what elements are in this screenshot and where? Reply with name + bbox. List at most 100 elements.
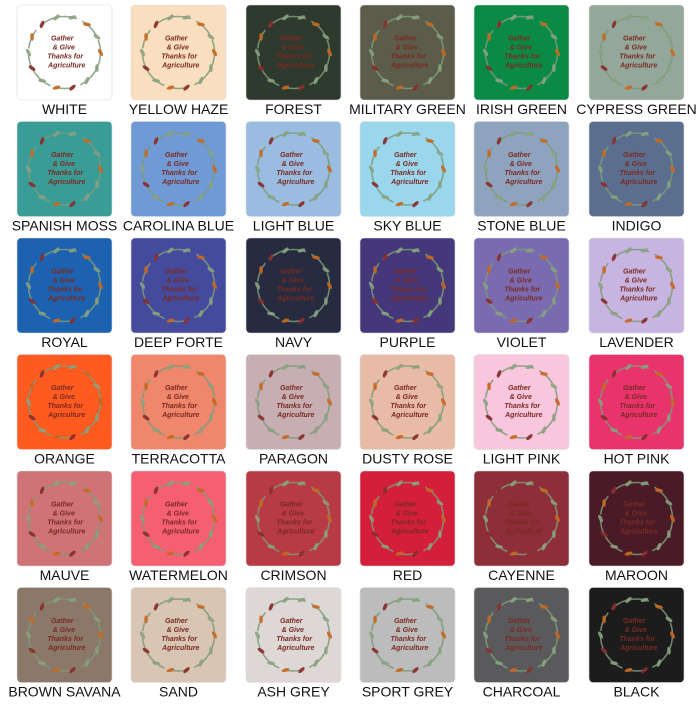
design-text: Gather	[51, 502, 75, 509]
leaf	[207, 267, 215, 273]
leaf	[267, 544, 276, 549]
color-name: CHARCOAL	[483, 684, 561, 700]
color-name: LIGHT PINK	[483, 451, 561, 467]
leaf	[526, 667, 533, 674]
swatch-color	[473, 354, 570, 450]
leaf	[669, 165, 676, 173]
leaf	[326, 48, 333, 57]
design-text: Gather	[623, 618, 647, 625]
leaf	[93, 34, 101, 40]
leaf	[496, 253, 502, 262]
leaf	[412, 317, 419, 324]
leaf	[482, 398, 489, 406]
leaf	[510, 247, 517, 254]
leaf	[142, 181, 150, 188]
leaf	[25, 398, 32, 406]
leaf	[438, 413, 442, 422]
design-text: Thanks for	[619, 636, 656, 643]
swatch: Gather & Give Thanks for Agriculture MAUVE	[16, 470, 113, 583]
leaf	[665, 34, 673, 40]
leaf	[381, 311, 390, 316]
leaf	[144, 498, 148, 507]
leaf	[552, 297, 556, 306]
design-text: Agriculture	[619, 296, 657, 303]
swatch-color	[130, 470, 227, 567]
leaf	[395, 551, 404, 556]
leaf	[152, 661, 161, 666]
swatch: Gather & Give Thanks for Agriculture YELLOW …	[129, 4, 228, 117]
design-text: & Give	[282, 278, 304, 285]
leaf	[268, 20, 274, 29]
design-text: & Give	[282, 511, 304, 518]
color-name: WATERMELON	[129, 567, 228, 583]
leaf	[482, 631, 489, 639]
leaf	[602, 32, 606, 41]
leaf	[311, 488, 320, 493]
design-text: Agriculture	[504, 63, 542, 70]
leaf	[427, 659, 433, 667]
leaf	[396, 14, 403, 21]
leaf	[368, 48, 375, 57]
leaf	[39, 253, 45, 262]
design-text: Agriculture	[47, 63, 85, 70]
leaf	[597, 398, 604, 406]
leaf	[495, 311, 504, 316]
leaf	[93, 616, 101, 623]
design-text: Agriculture	[276, 645, 314, 652]
leaf	[396, 596, 403, 603]
leaf	[368, 514, 375, 523]
leaf	[68, 597, 77, 602]
design-text: Thanks for	[619, 403, 656, 410]
leaf	[669, 48, 676, 57]
design-text: Thanks for	[390, 403, 427, 410]
swatch-color	[473, 237, 570, 334]
leaf	[656, 542, 662, 551]
leaf	[600, 181, 608, 188]
leaf	[382, 603, 388, 611]
leaf	[525, 597, 534, 602]
leaf	[297, 481, 306, 486]
design-text: Agriculture	[276, 179, 314, 186]
design-text: Gather	[508, 36, 532, 43]
leaf	[412, 667, 419, 674]
design-text: & Give	[53, 45, 75, 52]
leaf	[425, 371, 434, 376]
color-name: ASH GREY	[257, 684, 330, 700]
leaf	[207, 150, 215, 157]
leaf	[440, 398, 447, 406]
design-text: Gather	[51, 618, 75, 625]
leaf	[525, 364, 534, 369]
color-name: INDIGO	[612, 218, 662, 234]
design-text: Thanks for	[47, 636, 84, 643]
leaf	[207, 34, 215, 40]
color-name: MILITARY GREEN	[349, 101, 466, 117]
leaf	[196, 22, 205, 27]
leaf	[198, 76, 204, 85]
leaf	[550, 383, 558, 390]
swatch: Gather & Give Thanks for Agriculture NAVY	[245, 237, 342, 350]
leaf	[654, 604, 663, 609]
leaf	[139, 48, 146, 57]
leaf	[640, 248, 649, 253]
color-name: CYPRESS GREEN	[576, 101, 697, 117]
swatch-color	[588, 354, 685, 450]
leaf	[198, 309, 204, 318]
leaf	[97, 281, 104, 290]
swatch: Gather & Give Thanks for Agriculture STONE B…	[473, 121, 570, 234]
leaf	[254, 514, 261, 523]
leaf	[166, 85, 175, 90]
leaf	[267, 195, 276, 200]
leaf	[167, 363, 174, 370]
leaf	[282, 14, 289, 21]
swatch-color	[473, 587, 570, 683]
swatch: Gather & Give Thanks for Agriculture MILITAR…	[349, 4, 466, 117]
leaf	[69, 317, 76, 324]
leaf	[38, 78, 47, 83]
leaf	[25, 631, 32, 639]
leaf	[196, 138, 205, 143]
design-text: Agriculture	[47, 645, 85, 652]
color-name: RED	[393, 567, 423, 583]
swatch: Gather & Give Thanks for Agriculture VIOLET	[473, 237, 570, 350]
leaf	[69, 84, 76, 91]
leaf	[495, 428, 504, 433]
